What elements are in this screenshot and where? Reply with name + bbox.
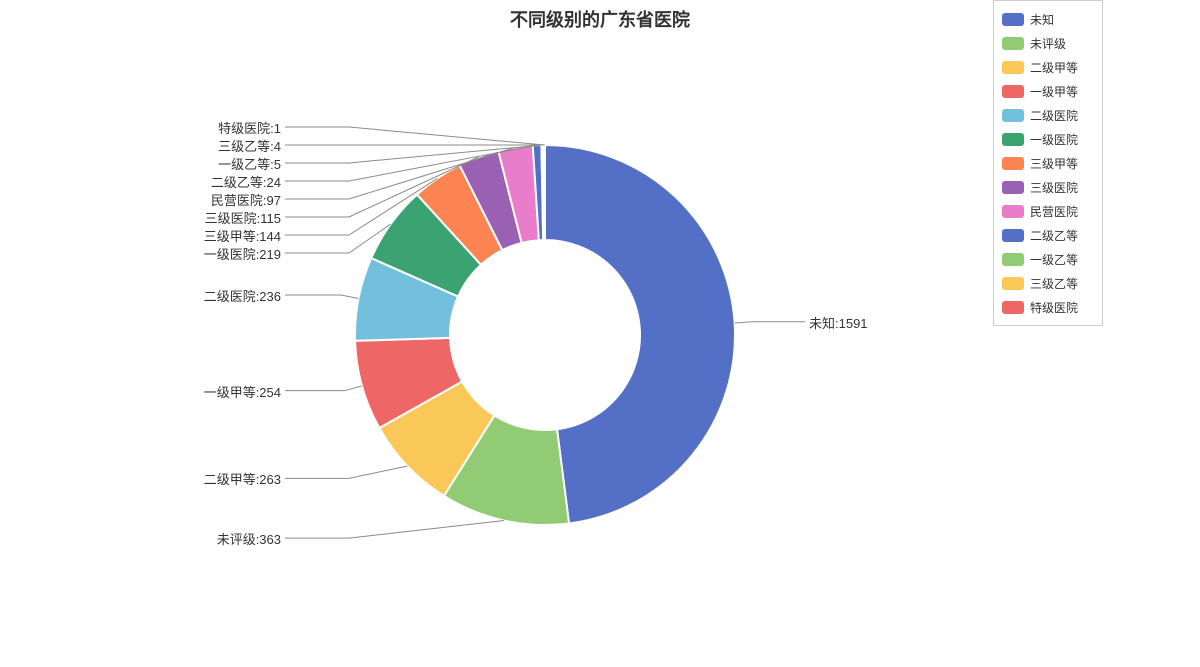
legend-swatch: [1002, 301, 1024, 314]
legend-swatch: [1002, 277, 1024, 290]
legend-label: 二级医院: [1030, 107, 1078, 124]
pie-slice[interactable]: [545, 145, 735, 523]
leader-line: [735, 322, 805, 323]
slice-label: 三级医院:115: [205, 208, 281, 227]
leader-line: [285, 295, 359, 298]
legend-item[interactable]: 三级乙等: [1002, 271, 1094, 295]
legend-swatch: [1002, 157, 1024, 170]
legend-label: 特级医院: [1030, 299, 1078, 316]
legend-item[interactable]: 未知: [1002, 7, 1094, 31]
legend-label: 三级医院: [1030, 179, 1078, 196]
legend-item[interactable]: 二级医院: [1002, 103, 1094, 127]
slice-label: 一级乙等:5: [218, 154, 281, 173]
slice-label: 一级医院:219: [204, 244, 281, 263]
slice-label: 二级甲等:263: [204, 469, 281, 488]
leader-line: [285, 127, 545, 145]
slice-label: 未评级:363: [217, 529, 281, 548]
legend-swatch: [1002, 109, 1024, 122]
slice-label: 一级甲等:254: [204, 382, 281, 401]
legend-swatch: [1002, 61, 1024, 74]
leader-line: [285, 466, 407, 478]
legend-item[interactable]: 二级甲等: [1002, 55, 1094, 79]
legend-item[interactable]: 特级医院: [1002, 295, 1094, 319]
legend-label: 未评级: [1030, 35, 1066, 52]
slice-label: 特级医院:1: [218, 118, 281, 137]
legend-swatch: [1002, 13, 1024, 26]
legend-label: 一级甲等: [1030, 83, 1078, 100]
legend-label: 一级医院: [1030, 131, 1078, 148]
legend-item[interactable]: 二级乙等: [1002, 223, 1094, 247]
legend-swatch: [1002, 85, 1024, 98]
slice-label: 未知:1591: [809, 313, 868, 332]
legend-item[interactable]: 一级甲等: [1002, 79, 1094, 103]
legend-label: 未知: [1030, 11, 1054, 28]
legend-label: 一级乙等: [1030, 251, 1078, 268]
legend-swatch: [1002, 229, 1024, 242]
legend-item[interactable]: 未评级: [1002, 31, 1094, 55]
legend-swatch: [1002, 181, 1024, 194]
legend-item[interactable]: 民营医院: [1002, 199, 1094, 223]
legend-label: 三级甲等: [1030, 155, 1078, 172]
slice-label: 三级甲等:144: [204, 226, 281, 245]
legend-swatch: [1002, 253, 1024, 266]
legend-swatch: [1002, 37, 1024, 50]
leader-line: [285, 386, 362, 391]
legend-label: 二级甲等: [1030, 59, 1078, 76]
slice-label: 二级医院:236: [204, 286, 281, 305]
slice-label: 民营医院:97: [211, 190, 281, 209]
legend-item[interactable]: 三级医院: [1002, 175, 1094, 199]
legend-box: 未知未评级二级甲等一级甲等二级医院一级医院三级甲等三级医院民营医院二级乙等一级乙…: [993, 0, 1103, 326]
slice-label: 三级乙等:4: [218, 136, 281, 155]
legend-item[interactable]: 三级甲等: [1002, 151, 1094, 175]
legend-label: 二级乙等: [1030, 227, 1078, 244]
legend-swatch: [1002, 133, 1024, 146]
slice-label: 二级乙等:24: [211, 172, 281, 191]
leader-line: [285, 521, 504, 539]
legend-label: 民营医院: [1030, 203, 1078, 220]
legend-label: 三级乙等: [1030, 275, 1078, 292]
legend-item[interactable]: 一级乙等: [1002, 247, 1094, 271]
legend-swatch: [1002, 205, 1024, 218]
legend-item[interactable]: 一级医院: [1002, 127, 1094, 151]
